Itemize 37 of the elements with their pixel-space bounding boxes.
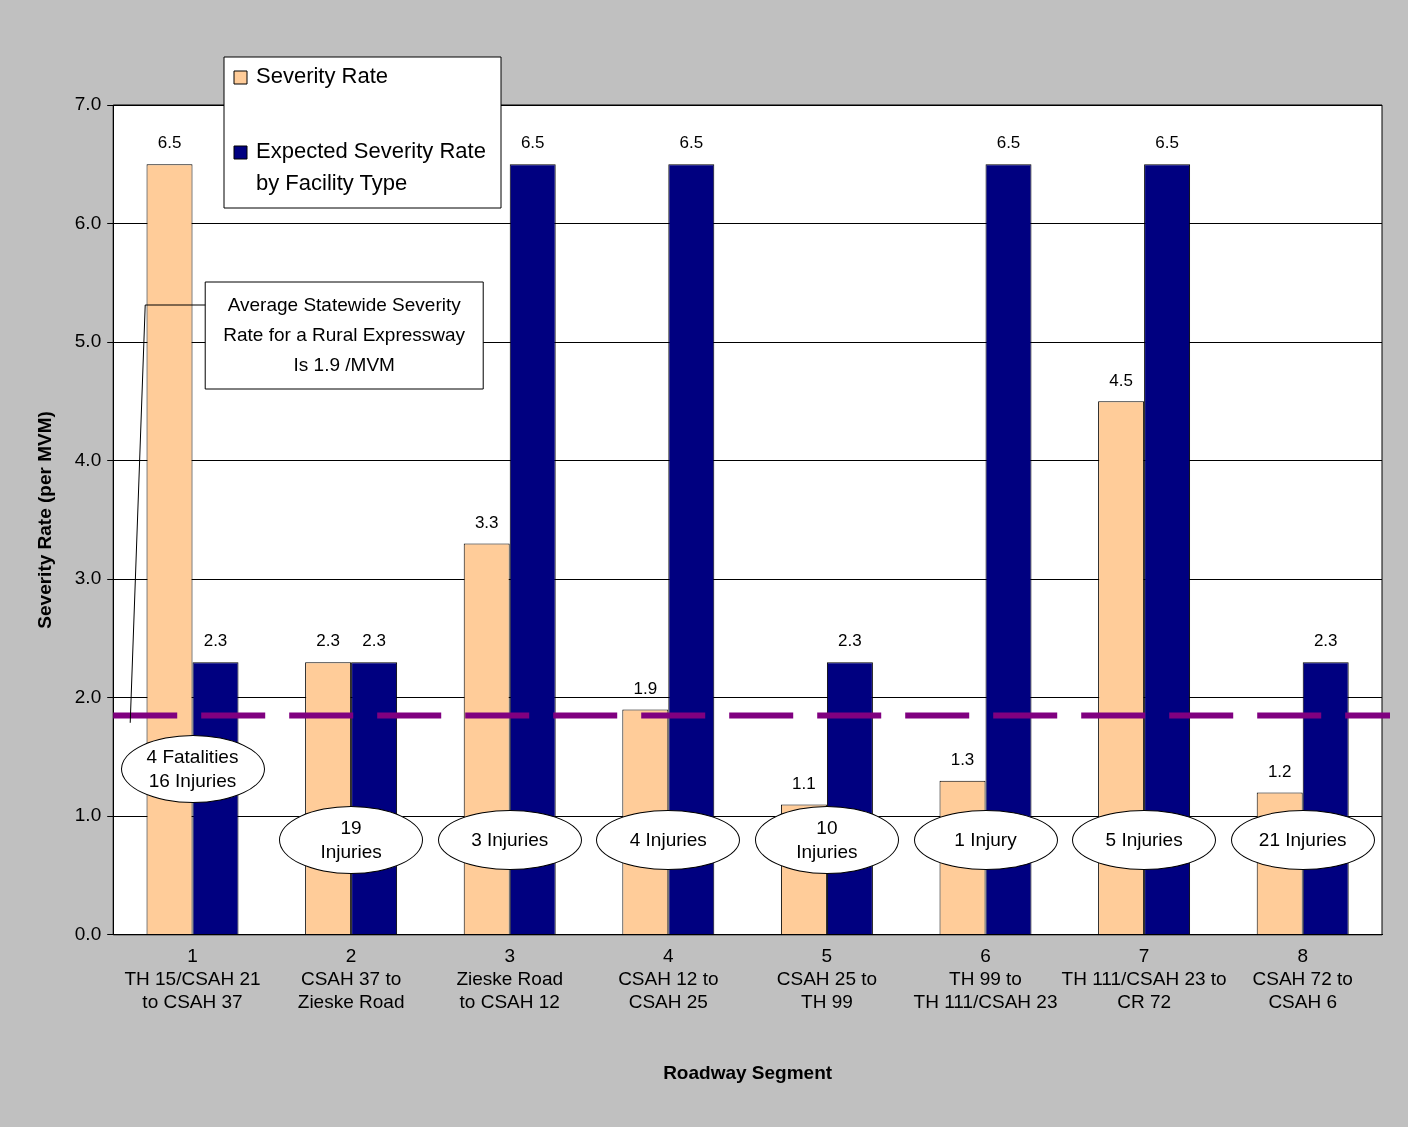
- y-tick-label: 5.0: [74, 330, 102, 352]
- x-tick-label: 3 Zieske Road to CSAH 12: [456, 945, 564, 1013]
- y-tick-label: 7.0: [74, 93, 102, 115]
- y-tick-label: 3.0: [74, 567, 102, 589]
- x-tick-label: 4 CSAH 12 to CSAH 25: [618, 945, 719, 1013]
- x-axis-title: Roadway Segment: [663, 1061, 833, 1083]
- y-tick-label: 2.0: [74, 685, 102, 707]
- data-label: 6.5: [520, 133, 545, 153]
- data-label: 2.3: [316, 631, 340, 651]
- data-label: 2.3: [203, 631, 228, 651]
- data-label: 1.9: [633, 678, 658, 698]
- data-label: 6.5: [996, 133, 1021, 153]
- y-tick-label: 1.0: [74, 804, 102, 826]
- data-label: 1.3: [950, 749, 975, 769]
- x-tick-label: 6 TH 99 to TH 111/CSAH 23: [913, 945, 1058, 1013]
- data-label: 2.3: [362, 631, 386, 651]
- data-label: 4.5: [1109, 370, 1133, 390]
- x-tick-label: 8 CSAH 72 to CSAH 6: [1252, 945, 1353, 1013]
- y-tick-label: 4.0: [74, 448, 102, 470]
- data-label: 2.3: [1313, 631, 1338, 651]
- data-label: 2.3: [838, 631, 862, 651]
- annotation: Average Statewide Severity Rate for a Rural Expressway Is 1.9 /MVM: [223, 293, 466, 375]
- legend-label: Expected Severity Rate by Facility Type: [256, 138, 486, 196]
- data-label: 3.3: [474, 512, 499, 532]
- x-tick-label: 7 TH 111/CSAH 23 to CR 72: [1061, 945, 1227, 1013]
- data-label: 1.1: [792, 773, 816, 793]
- legend-label: Severity Rate: [256, 63, 389, 89]
- x-tick-label: 5 CSAH 25 to TH 99: [776, 945, 878, 1013]
- data-label: 6.5: [157, 133, 182, 153]
- y-axis-title: Severity Rate (per MVM): [33, 411, 55, 629]
- y-tick-label: 6.0: [74, 211, 102, 233]
- data-label: 6.5: [1155, 133, 1179, 153]
- x-tick-label: 2 CSAH 37 to Zieske Road: [297, 945, 405, 1013]
- y-tick-label: 0.0: [74, 923, 102, 945]
- data-label: 6.5: [679, 133, 704, 153]
- data-label: 1.2: [1267, 761, 1292, 781]
- x-tick-label: 1 TH 15/CSAH 21 to CSAH 37: [124, 945, 261, 1013]
